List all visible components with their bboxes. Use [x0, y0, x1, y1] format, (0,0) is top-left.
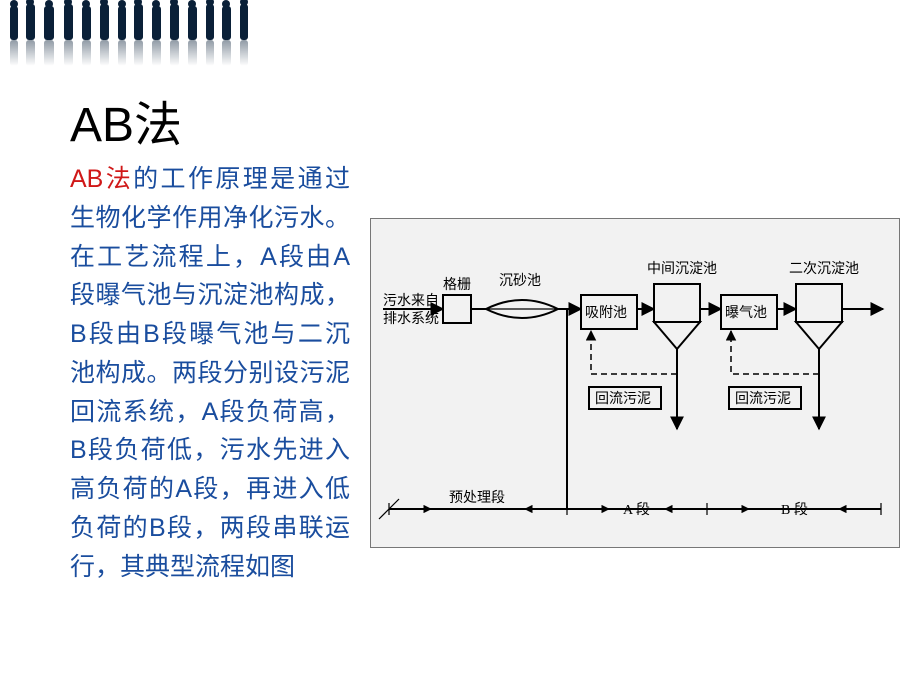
- label-adsorb: 吸附池: [585, 305, 627, 321]
- header-silhouette: [0, 0, 260, 70]
- return-loop-a: [591, 331, 677, 374]
- label-return-b: 回流污泥: [735, 391, 791, 407]
- return-loop-b: [731, 331, 819, 374]
- slide-title: AB法: [70, 85, 182, 155]
- label-section-b: B 段: [781, 502, 808, 518]
- node-midset: [654, 284, 700, 349]
- label-sand: 沉砂池: [499, 273, 541, 289]
- label-midset: 中间沉淀池: [647, 261, 717, 277]
- process-diagram: 污水来自 排水系统 格栅 沉砂池 吸附池 中间沉淀池 曝气池: [370, 218, 900, 548]
- inlet-label-2: 排水系统: [383, 311, 439, 327]
- node-secset: [796, 284, 842, 349]
- body-rest: 的工作原理是通过生物化学作用净化污水。在工艺流程上，A段由A段曝气池与沉淀池构成…: [70, 165, 350, 581]
- label-section-pre: 预处理段: [449, 490, 505, 506]
- body-accent: AB法: [70, 165, 133, 193]
- label-return-a: 回流污泥: [595, 391, 651, 407]
- label-section-a: A 段: [623, 502, 650, 518]
- title-text: AB法: [70, 99, 182, 152]
- label-secset: 二次沉淀池: [789, 261, 859, 277]
- body-paragraph: AB法的工作原理是通过生物化学作用净化污水。在工艺流程上，A段由A段曝气池与沉淀…: [70, 160, 350, 586]
- label-grid: 格栅: [443, 277, 471, 293]
- label-aerate: 曝气池: [725, 305, 767, 321]
- node-grid: [443, 295, 471, 323]
- inlet-label-1: 污水来自: [383, 293, 439, 309]
